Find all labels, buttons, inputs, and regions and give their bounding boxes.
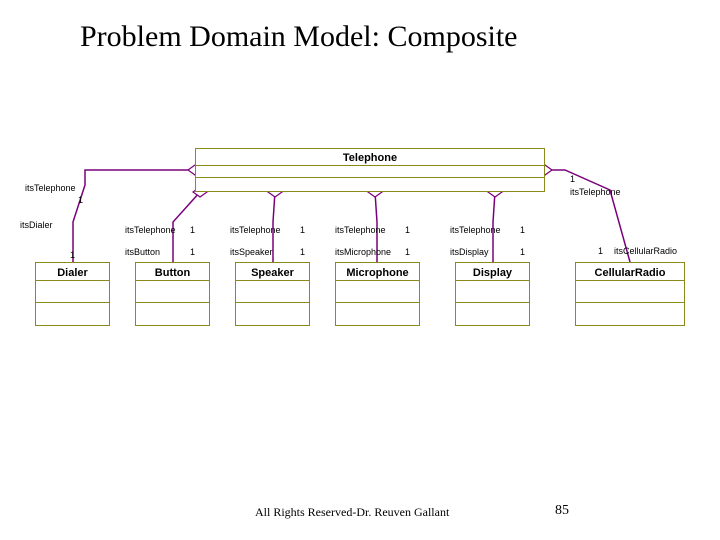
footer-text: All Rights Reserved-Dr. Reuven Gallant (255, 505, 449, 520)
assoc-label: 1 (405, 247, 410, 257)
class-sect (456, 281, 529, 303)
assoc-label: itsTelephone (335, 225, 386, 235)
class-sect (336, 281, 419, 303)
assoc-label: itsSpeaker (230, 247, 273, 257)
class-box-telephone: Telephone (195, 148, 545, 192)
class-name: Speaker (236, 263, 309, 281)
assoc-label: 1 (190, 247, 195, 257)
class-name: CellularRadio (576, 263, 684, 281)
class-sect (576, 281, 684, 303)
class-box-speaker: Speaker (235, 262, 310, 326)
assoc-label: itsTelephone (25, 183, 76, 193)
class-sect (136, 281, 209, 303)
assoc-label: 1 (520, 247, 525, 257)
class-name: Button (136, 263, 209, 281)
assoc-label: itsMicrophone (335, 247, 391, 257)
assoc-label: 1 (300, 247, 305, 257)
assoc-label: 1 (405, 225, 410, 235)
assoc-label: itsButton (125, 247, 160, 257)
assoc-label: 1 (570, 174, 575, 184)
assoc-label: itsDisplay (450, 247, 489, 257)
assoc-label: itsDialer (20, 220, 53, 230)
class-sect (196, 166, 544, 178)
assoc-label: 1 (190, 225, 195, 235)
class-name: Telephone (196, 149, 544, 166)
class-box-microphone: Microphone (335, 262, 420, 326)
class-name: Dialer (36, 263, 109, 281)
assoc-label: itsTelephone (125, 225, 176, 235)
assoc-label: 1 (520, 225, 525, 235)
page-number: 85 (555, 503, 569, 519)
class-name: Display (456, 263, 529, 281)
assoc-label: itsTelephone (450, 225, 501, 235)
class-name: Microphone (336, 263, 419, 281)
assoc-label: 1 (78, 195, 83, 205)
class-sect (36, 281, 109, 303)
assoc-label: itsTelephone (230, 225, 281, 235)
slide-title: Problem Domain Model: Composite (80, 20, 517, 54)
assoc-label: itsTelephone (570, 187, 621, 197)
class-box-cellular: CellularRadio (575, 262, 685, 326)
assoc-label: itsCellularRadio (614, 246, 677, 256)
class-box-button: Button (135, 262, 210, 326)
assoc-label: 1 (598, 246, 603, 256)
class-box-dialer: Dialer (35, 262, 110, 326)
class-box-display: Display (455, 262, 530, 326)
assoc-label: 1 (70, 250, 75, 260)
assoc-label: 1 (300, 225, 305, 235)
class-sect (236, 281, 309, 303)
